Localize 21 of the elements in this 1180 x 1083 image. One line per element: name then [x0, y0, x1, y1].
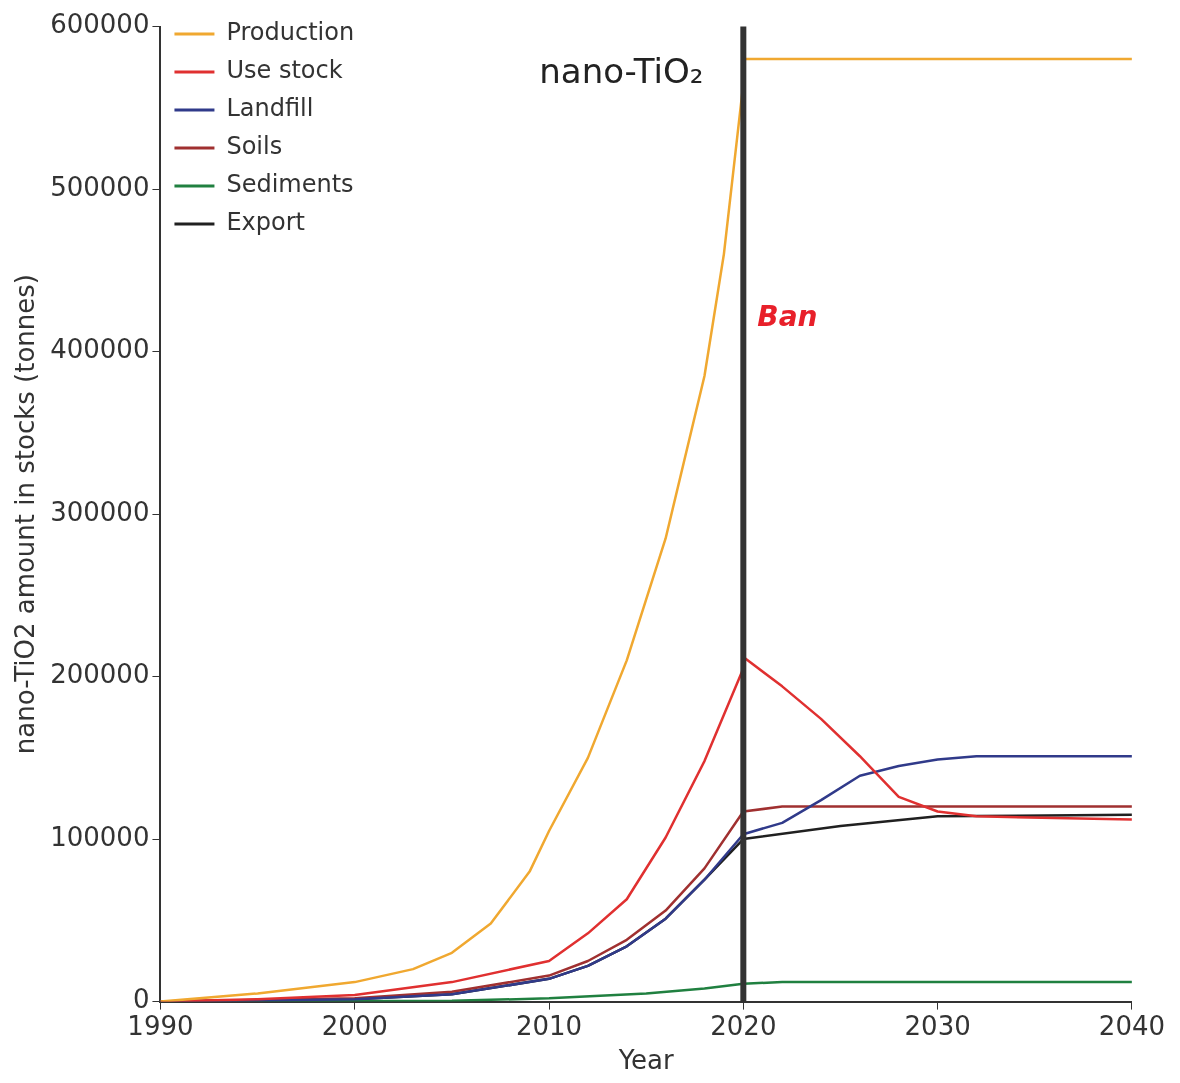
x-tick-label: 2010	[515, 1010, 583, 1041]
ref-line-label: Ban	[757, 300, 818, 334]
legend-label: Soils	[226, 132, 283, 161]
legend-label: Sediments	[226, 170, 354, 199]
x-tick-label: 2020	[710, 1010, 777, 1041]
legend-label: Export	[226, 208, 306, 237]
y-tick-label: 500000	[50, 171, 150, 202]
y-tick-label: 600000	[50, 9, 150, 40]
y-tick-label: 300000	[50, 496, 150, 527]
x-axis-title: Year	[617, 1045, 675, 1076]
legend-label: Landfill	[226, 94, 314, 123]
x-tick-label: 2030	[904, 1010, 971, 1041]
text: nano-TiO₂	[539, 51, 704, 92]
y-tick-label: 200000	[50, 659, 150, 690]
x-tick-label: 2040	[1098, 1010, 1165, 1041]
y-tick-label: 100000	[50, 821, 150, 852]
y-tick-label: 400000	[50, 334, 150, 365]
legend-label: Production	[226, 18, 355, 47]
y-axis-title: nano-TiO2 amount in stocks (tonnes)	[10, 274, 41, 755]
x-tick-label: 2000	[321, 1010, 388, 1041]
legend-label: Use stock	[226, 56, 343, 85]
